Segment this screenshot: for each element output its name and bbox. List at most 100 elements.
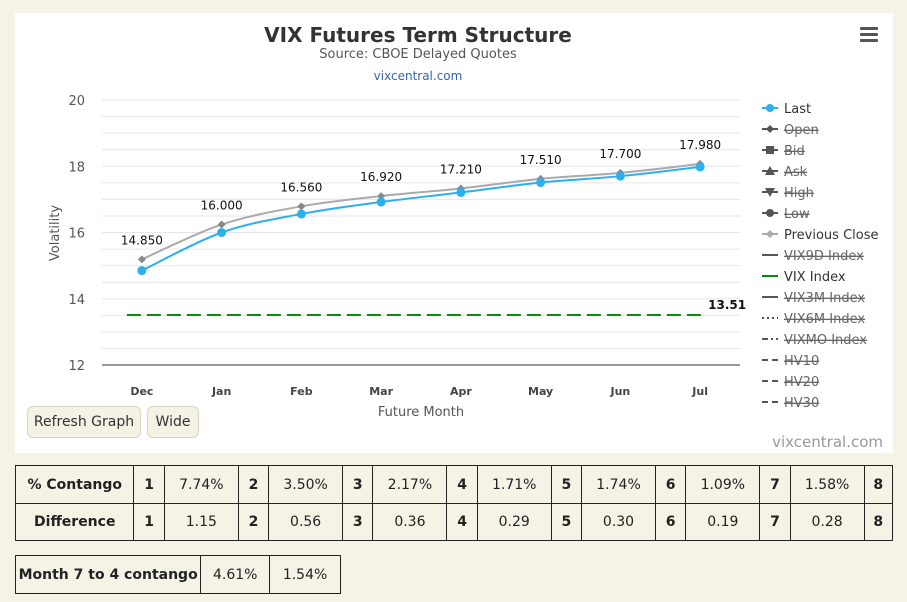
contango-table-row: % Contango 1 7.74% 2 3.50% 3 2.17% 4 1.71% 5 1.74%…: [14, 465, 894, 504]
value-cell: 0.28: [789, 503, 865, 541]
last-data-label: 17.980: [679, 138, 721, 152]
value-cell: 1.58%: [789, 465, 865, 504]
last-point: [695, 162, 705, 172]
last-data-label: 17.210: [440, 162, 482, 176]
legend-diamond-symbol: [766, 230, 774, 238]
x-tick-label: Feb: [290, 385, 313, 398]
month-number-cell: 5: [550, 503, 583, 541]
month-number-cell: 4: [446, 465, 478, 504]
x-tick-label: Jul: [691, 385, 708, 398]
y-tick-label: 18: [68, 160, 85, 175]
last-point: [376, 197, 386, 207]
month-number-cell: 2: [237, 465, 270, 504]
legend-item-high[interactable]: High: [784, 186, 814, 201]
value-cell: 0.36: [372, 503, 448, 541]
legend-item-hv20[interactable]: HV20: [784, 375, 819, 390]
month-number-cell: 5: [550, 465, 583, 504]
month-number-cell: 4: [446, 503, 478, 541]
value-cell: 0.56: [268, 503, 344, 541]
x-tick-label: Jun: [609, 385, 630, 398]
value-cell: 2.17%: [372, 465, 448, 504]
contango-table-row: Difference 1 1.15 2 0.56 3 0.36 4 0.29 5 0.30 6 0.19…: [14, 503, 894, 541]
last-data-label: 14.850: [121, 233, 163, 247]
last-data-label: 16.000: [201, 199, 243, 213]
month-number-cell: 1: [133, 465, 165, 504]
legend-item-open[interactable]: Open: [784, 123, 819, 138]
y-tick-label: 16: [68, 227, 85, 242]
chart-source-link[interactable]: vixcentral.com: [374, 69, 463, 83]
legend-item-vix6m-index[interactable]: VIX6M Index: [784, 312, 865, 327]
legend-item-vix3m-index[interactable]: VIX3M Index: [784, 291, 865, 306]
legend-circle-symbol: [766, 104, 774, 112]
last-point: [456, 187, 466, 197]
month-number-cell: 1: [133, 503, 165, 541]
last-point: [615, 171, 625, 181]
x-tick-label: May: [528, 385, 553, 398]
legend-circle-symbol: [766, 209, 774, 217]
legend-item-last[interactable]: Last: [784, 102, 811, 117]
legend-diamond-symbol: [766, 125, 774, 133]
y-tick-label: 12: [68, 359, 85, 374]
month-number-cell: 7: [759, 503, 791, 541]
value-cell: 1.54%: [269, 555, 341, 594]
chart-subtitle: Source: CBOE Delayed Quotes: [319, 47, 517, 62]
row-label: Month 7 to 4 contango: [14, 555, 202, 594]
previous-close-point: [217, 220, 226, 229]
legend-item-low[interactable]: Low: [784, 207, 810, 222]
value-cell: 1.71%: [476, 465, 552, 504]
month-number-cell: 6: [654, 465, 687, 504]
row-label: Difference: [14, 503, 135, 541]
last-data-label: 16.920: [360, 170, 402, 184]
legend-item-vixmo-index[interactable]: VIXMO Index: [784, 333, 867, 348]
month-number-cell: 8: [863, 465, 894, 504]
month-number-cell: 7: [759, 465, 791, 504]
chart-panel: VIX Futures Term Structure Source: CBOE D…: [15, 13, 893, 453]
contango-table: % Contango 1 7.74% 2 3.50% 3 2.17% 4 1.71% 5 1.74%…: [14, 465, 894, 541]
x-tick-label: Mar: [369, 385, 393, 398]
x-tick-label: Dec: [130, 385, 153, 398]
y-tick-label: 20: [68, 94, 85, 109]
previous-close-point: [137, 255, 146, 264]
value-cell: 0.19: [685, 503, 761, 541]
legend-item-vix9d-index[interactable]: VIX9D Index: [784, 249, 864, 264]
month-number-cell: 8: [863, 503, 894, 541]
y-tick-label: 14: [68, 293, 85, 308]
month-contango-row: Month 7 to 4 contango 4.61% 1.54%: [14, 555, 341, 594]
credit-link[interactable]: vixcentral.com: [772, 433, 883, 451]
x-axis-label: Future Month: [378, 405, 464, 420]
last-point: [137, 266, 147, 276]
chart-title: VIX Futures Term Structure: [264, 23, 572, 47]
value-cell: 0.30: [581, 503, 656, 541]
last-data-label: 17.510: [520, 153, 562, 167]
x-tick-label: Apr: [450, 385, 472, 398]
value-cell: 3.50%: [268, 465, 344, 504]
legend-triangle-down-symbol: [765, 188, 775, 197]
y-axis-label: Volatility: [48, 205, 63, 261]
legend-triangle-symbol: [765, 166, 775, 175]
month-number-cell: 2: [237, 503, 270, 541]
last-point: [536, 177, 546, 187]
last-data-label: 16.560: [280, 180, 322, 194]
vix-index-label: 13.51: [708, 298, 746, 312]
month-number-cell: 3: [342, 503, 374, 541]
last-point: [296, 209, 306, 219]
legend-item-bid[interactable]: Bid: [784, 144, 805, 159]
wide-button[interactable]: Wide: [147, 406, 199, 438]
refresh-graph-button[interactable]: Refresh Graph: [27, 406, 141, 438]
value-cell: 4.61%: [200, 555, 271, 594]
legend-square-symbol: [766, 146, 774, 154]
month-number-cell: 3: [342, 465, 374, 504]
legend-item-hv30[interactable]: HV30: [784, 396, 819, 411]
legend-item-vix-index[interactable]: VIX Index: [784, 270, 846, 285]
legend-item-ask[interactable]: Ask: [784, 165, 808, 180]
month-number-cell: 6: [654, 503, 687, 541]
legend-item-hv10[interactable]: HV10: [784, 354, 819, 369]
value-cell: 7.74%: [163, 465, 239, 504]
x-tick-label: Jan: [211, 385, 231, 398]
month-contango-table: Month 7 to 4 contango 4.61% 1.54%: [14, 555, 341, 594]
menu-icon[interactable]: [860, 27, 878, 43]
legend-item-previous-close[interactable]: Previous Close: [784, 228, 879, 243]
previous-close-point: [297, 202, 306, 211]
value-cell: 0.29: [476, 503, 552, 541]
